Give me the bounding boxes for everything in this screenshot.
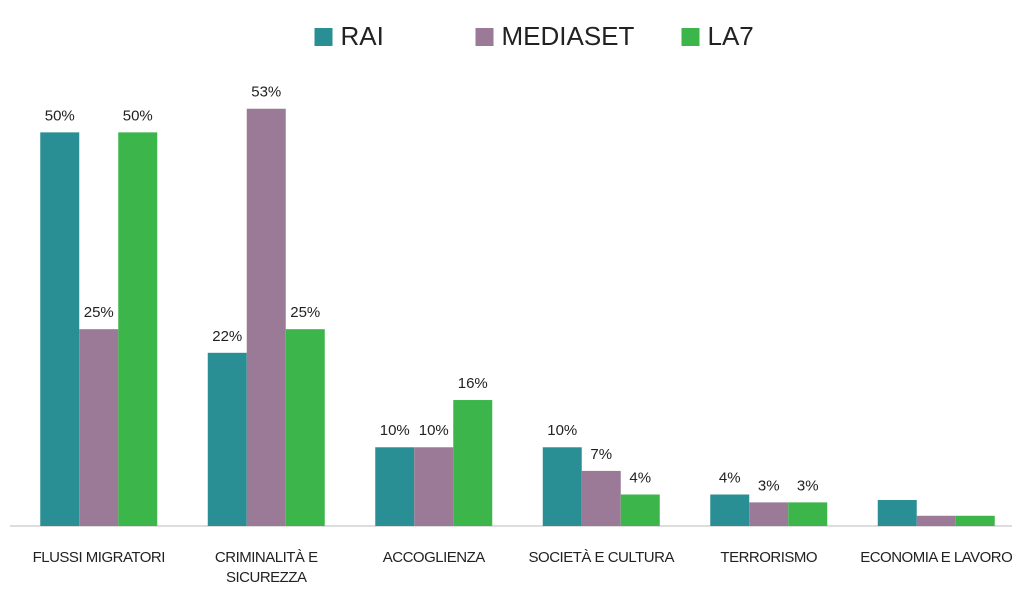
bar: [375, 447, 415, 526]
data-label: 3%: [758, 477, 780, 494]
legend-swatch: [314, 28, 333, 46]
bar: [749, 502, 789, 526]
bar: [79, 329, 119, 526]
bar: [542, 447, 582, 526]
data-label: 53%: [251, 84, 281, 101]
bar: [955, 515, 995, 526]
x-tick-label: TERRORISMO: [720, 549, 818, 566]
x-tick-label: FLUSSI MIGRATORI: [32, 549, 166, 566]
data-label: 10%: [380, 422, 410, 439]
bar: [285, 329, 325, 526]
data-label: 25%: [290, 304, 320, 321]
bar: [710, 494, 750, 526]
bar: [414, 447, 454, 526]
bar: [788, 502, 828, 526]
data-label: 16%: [458, 375, 488, 392]
bar: [40, 132, 80, 526]
bar: [916, 515, 956, 526]
bar: [581, 470, 621, 526]
legend-swatch: [475, 28, 494, 46]
data-label: 50%: [45, 107, 75, 124]
data-label: 10%: [419, 422, 449, 439]
x-tick-label: ECONOMIA E LAVORO: [860, 549, 1013, 566]
bar: [246, 108, 286, 526]
legend-label: MEDIASET: [502, 21, 635, 51]
bar: [207, 352, 247, 526]
data-label: 50%: [123, 107, 153, 124]
data-label: 4%: [629, 469, 651, 486]
bar: [118, 132, 158, 526]
bar: [877, 500, 917, 526]
legend-swatch: [681, 28, 700, 46]
bar: [453, 400, 493, 526]
x-tick-label: CRIMINALITÀ E SICUREZZA: [214, 549, 318, 586]
x-tick-label: SOCIETÀ E CULTURA: [528, 549, 675, 566]
data-label: 25%: [84, 304, 114, 321]
legend-label: LA7: [708, 21, 754, 51]
bar: [620, 494, 660, 526]
data-label: 22%: [212, 328, 242, 345]
data-label: 7%: [590, 446, 612, 463]
legend-label: RAI: [341, 21, 384, 51]
data-label: 10%: [547, 422, 577, 439]
data-label: 3%: [797, 477, 819, 494]
data-label: 4%: [719, 469, 741, 486]
x-tick-label: ACCOGLIENZA: [382, 549, 486, 566]
